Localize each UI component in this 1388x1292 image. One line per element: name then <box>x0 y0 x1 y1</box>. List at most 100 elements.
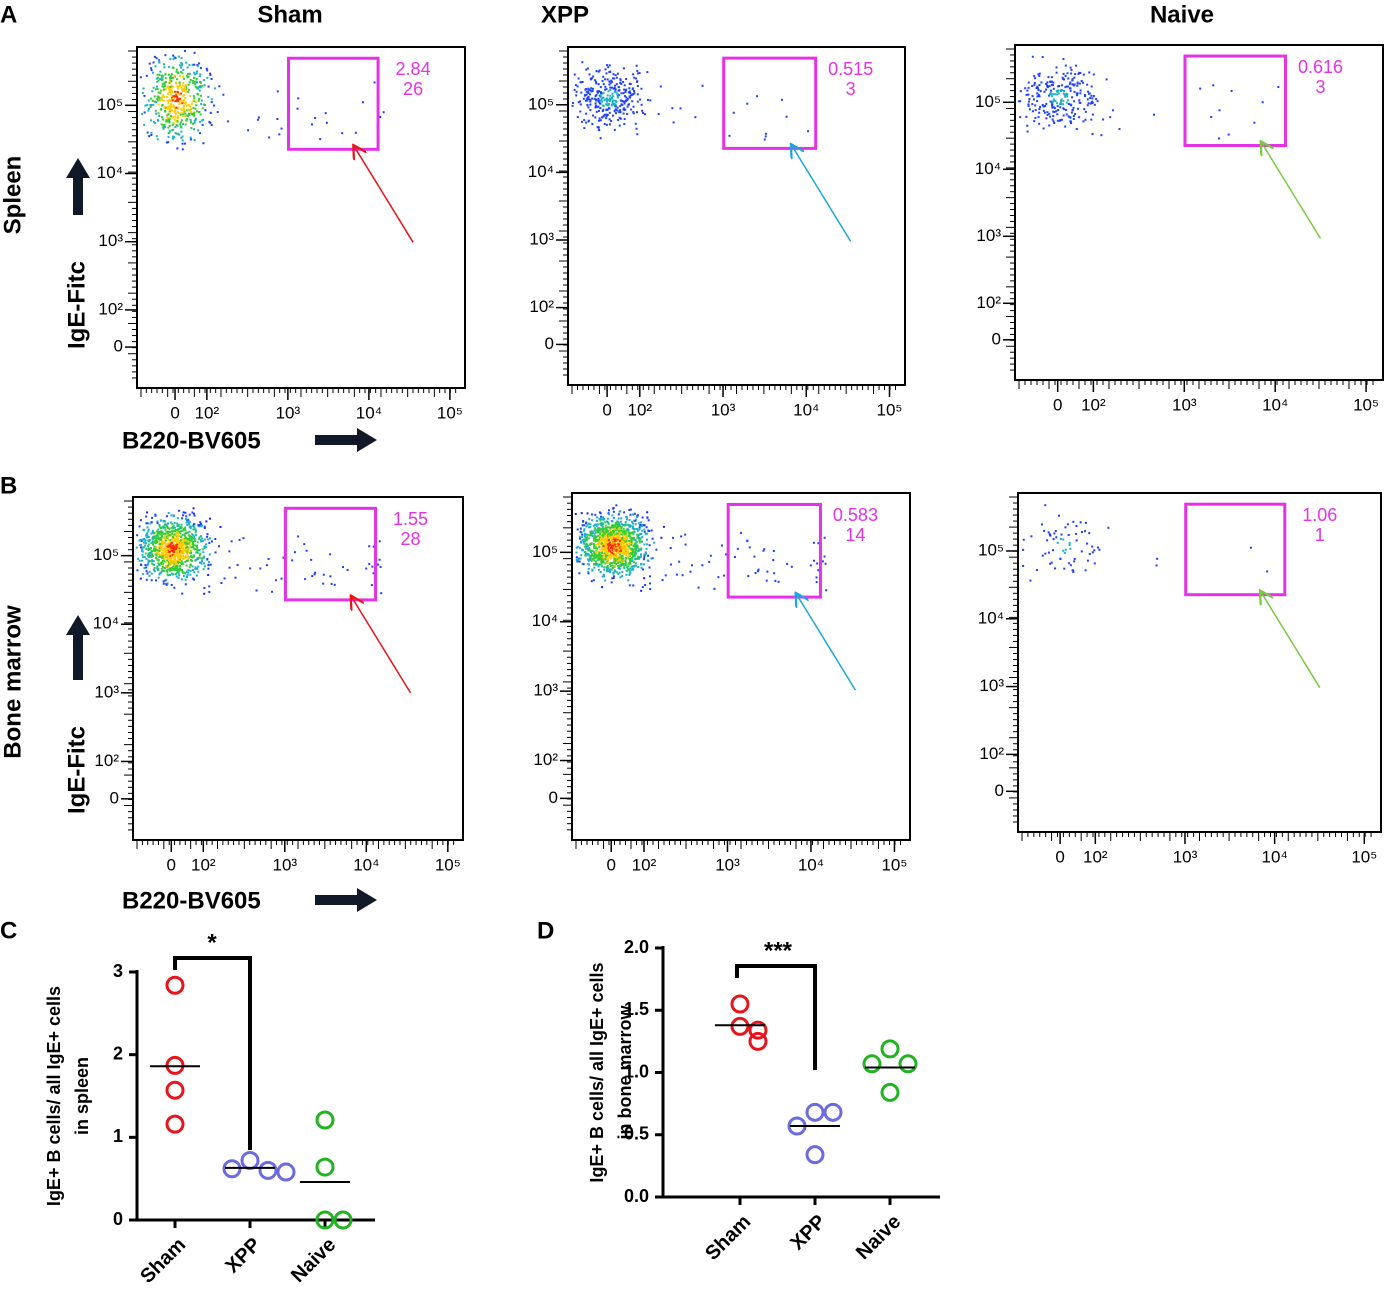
event <box>604 558 607 561</box>
event <box>1077 107 1080 110</box>
event <box>754 572 757 575</box>
event <box>159 78 162 81</box>
event <box>168 131 171 134</box>
event <box>150 572 153 575</box>
x-tick-label: 0 <box>1053 395 1062 414</box>
event <box>622 562 625 565</box>
event <box>594 79 597 82</box>
event <box>189 570 192 573</box>
event <box>605 567 608 570</box>
event <box>591 97 594 100</box>
event <box>619 510 622 513</box>
event <box>172 515 175 518</box>
event <box>176 522 179 525</box>
y-tick-label: 10⁵ <box>978 540 1004 559</box>
event <box>574 512 577 515</box>
event <box>1073 83 1076 86</box>
event <box>167 522 170 525</box>
event <box>165 515 168 518</box>
event <box>150 131 153 134</box>
event <box>815 581 818 584</box>
event <box>151 552 154 555</box>
event <box>157 562 160 565</box>
event <box>581 80 584 83</box>
event <box>155 537 158 540</box>
event <box>168 544 171 547</box>
event <box>191 569 194 572</box>
event <box>192 577 195 580</box>
event <box>170 559 173 562</box>
event <box>625 96 628 99</box>
event <box>1062 92 1065 95</box>
event <box>157 119 160 122</box>
event <box>168 76 171 79</box>
event <box>632 584 635 587</box>
event <box>159 542 162 545</box>
event <box>176 115 179 118</box>
event <box>601 575 604 578</box>
event <box>200 562 203 565</box>
event <box>629 508 632 511</box>
event <box>214 551 217 554</box>
event <box>1084 530 1087 533</box>
event <box>631 527 634 530</box>
event <box>1087 102 1090 105</box>
event <box>626 527 629 530</box>
event <box>617 533 620 536</box>
event <box>594 95 597 98</box>
event <box>603 575 606 578</box>
event <box>1088 532 1091 535</box>
event <box>158 525 161 528</box>
event <box>629 92 632 95</box>
event <box>148 554 151 557</box>
event <box>606 562 609 565</box>
event <box>595 99 598 102</box>
event <box>648 566 651 569</box>
event <box>609 546 612 549</box>
event <box>145 536 148 539</box>
event <box>146 548 149 551</box>
event <box>171 540 174 543</box>
event <box>1069 87 1072 90</box>
event <box>342 566 345 569</box>
event <box>170 86 173 89</box>
event <box>590 90 593 93</box>
event <box>181 135 184 138</box>
event <box>631 555 634 558</box>
y-tick-label: 10³ <box>976 226 1001 245</box>
event <box>164 73 167 76</box>
event <box>181 123 184 126</box>
event <box>1067 77 1070 80</box>
event <box>147 530 150 533</box>
event <box>1199 87 1202 90</box>
event <box>657 112 660 115</box>
event <box>205 520 208 523</box>
event <box>633 512 636 515</box>
event <box>599 86 602 89</box>
event <box>184 572 187 575</box>
event <box>697 586 700 589</box>
event <box>202 551 205 554</box>
event <box>579 103 582 106</box>
event <box>628 562 631 565</box>
event <box>598 529 601 532</box>
event <box>164 564 167 567</box>
x-tick-label: Sham <box>701 1211 755 1265</box>
event <box>764 132 767 135</box>
event <box>182 514 185 517</box>
event <box>624 542 627 545</box>
event <box>159 530 162 533</box>
data-point <box>748 1020 768 1040</box>
y-tick-label: 10² <box>98 299 123 318</box>
event <box>187 556 190 559</box>
event <box>206 69 209 72</box>
event <box>1060 103 1063 106</box>
event <box>174 118 177 121</box>
significance-bracket <box>173 956 252 1150</box>
event <box>136 569 139 572</box>
event <box>614 560 617 563</box>
event <box>173 56 176 59</box>
event <box>195 551 198 554</box>
event <box>141 91 144 94</box>
event <box>161 85 164 88</box>
